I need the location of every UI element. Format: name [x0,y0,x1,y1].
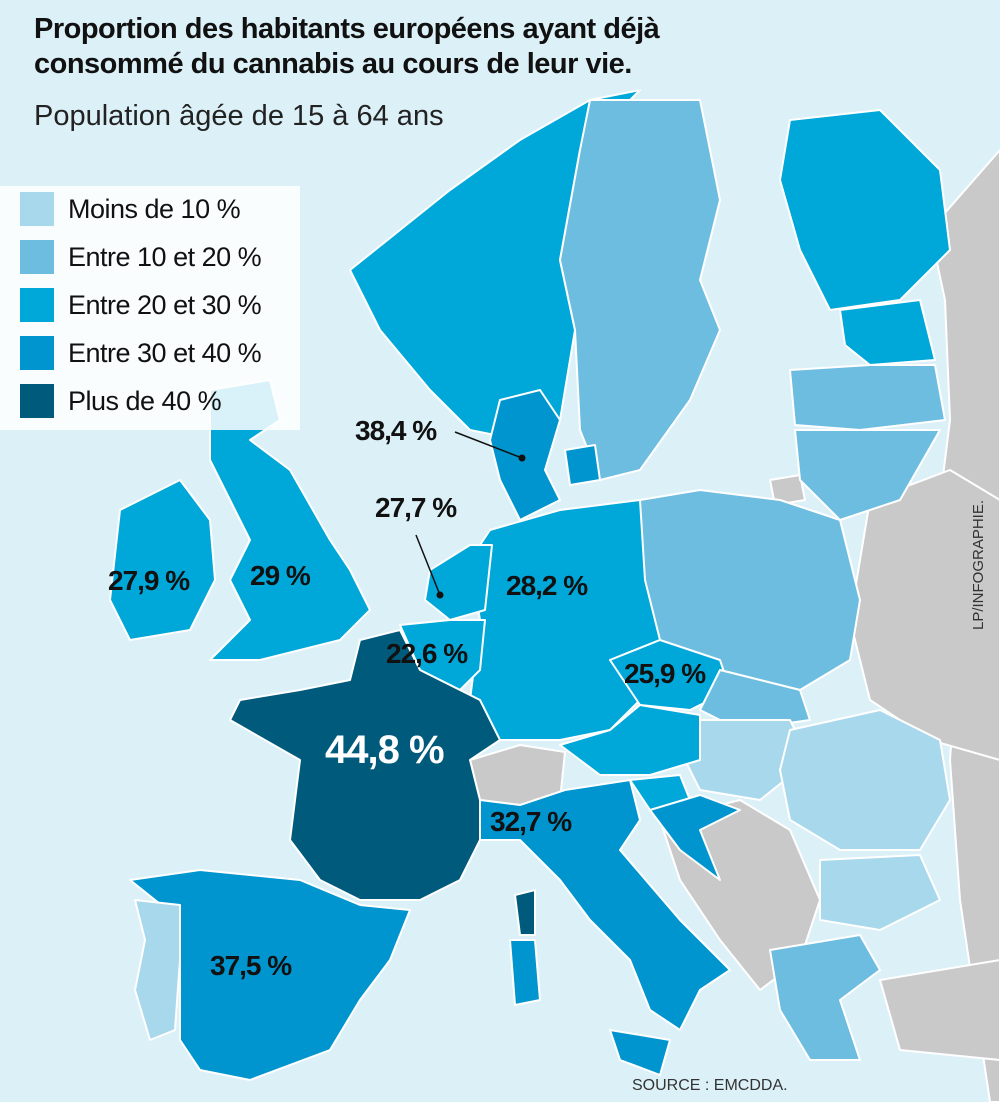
country-austria [559,704,701,776]
marker-netherlands [436,591,444,599]
country-spain [129,869,411,1081]
label-ireland: 27,9 % [108,565,190,596]
legend-item: Plus de 40 % [20,384,222,418]
country-denmark-islands [564,444,601,486]
label-czechia: 25,9 % [624,658,706,689]
legend-label: Plus de 40 % [68,385,222,416]
country-croatia [649,794,741,881]
country-denmark [489,389,561,521]
credit-note: LP/INFOGRAPHIE. [970,499,987,630]
legend-swatch [20,240,54,274]
legend-swatch [20,192,54,226]
legend-item: Entre 10 et 20 % [20,240,262,274]
legend-label: Moins de 10 % [68,193,241,224]
label-italy: 32,7 % [490,806,572,837]
country-italy [479,779,731,1031]
country-uk [209,379,371,661]
country-netherlands [424,544,493,621]
country-portugal [134,899,181,1041]
legend: Moins de 10 % Entre 10 et 20 % Entre 20 … [0,186,300,430]
legend-swatch [20,336,54,370]
label-uk: 29 % [250,560,311,591]
country-romania [779,709,951,851]
country-latvia [789,364,946,431]
region-kaliningrad [769,474,806,506]
legend-label: Entre 30 et 40 % [68,337,262,368]
label-denmark: 38,4 % [355,415,437,446]
legend-label: Entre 20 et 30 % [68,289,262,320]
country-ireland [109,479,216,641]
country-france [229,629,501,901]
map-subtitle: Population âgée de 15 à 64 ans [34,100,444,132]
leader-line-netherlands [415,534,441,596]
label-netherlands: 27,7 % [375,492,457,523]
country-finland [779,109,951,311]
legend-label: Entre 10 et 20 % [68,241,262,272]
country-lithuania [794,429,941,521]
country-germany [469,499,661,741]
region-turkey [879,959,1000,1061]
legend-item: Entre 20 et 30 % [20,288,262,322]
label-germany: 28,2 % [506,570,588,601]
marker-denmark [518,454,526,462]
leader-line-denmark [454,431,523,459]
title-line-2: consommé du cannabis au cours de leur vi… [34,48,632,80]
country-estonia [839,299,936,366]
country-france-corsica [514,889,536,936]
country-bulgaria [819,854,941,931]
legend-item: Moins de 10 % [20,192,241,226]
source-note: SOURCE : EMCDDA. [632,1077,788,1094]
label-spain: 37,5 % [210,950,292,981]
title-line-1: Proportion des habitants européens ayant… [34,13,660,45]
legend-swatch [20,288,54,322]
legend-item: Entre 30 et 40 % [20,336,262,370]
country-italy-sardinia [509,939,541,1006]
label-france: 44,8 % [325,728,445,772]
map-title: Proportion des habitants européens ayant… [34,12,660,82]
country-italy-sicily [609,1029,671,1076]
country-sweden [559,99,721,481]
legend-swatch [20,384,54,418]
country-greece [769,934,881,1061]
label-belgium: 22,6 % [386,638,468,669]
